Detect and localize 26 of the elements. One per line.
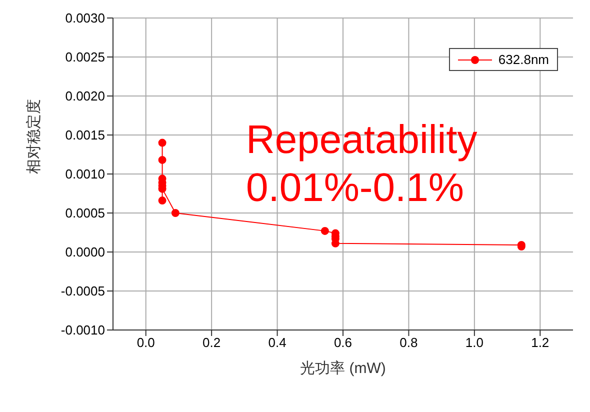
x-tick-label: 0.4 bbox=[268, 335, 286, 350]
y-tick-label: 0.0010 bbox=[65, 166, 105, 182]
y-tick-label: 0.0030 bbox=[65, 10, 105, 26]
y-tick-label: -0.0005 bbox=[60, 284, 105, 299]
x-tick-label: 0.6 bbox=[334, 335, 352, 350]
point bbox=[171, 209, 180, 217]
y-tick-label: 0.0025 bbox=[65, 50, 105, 65]
y-tick-label: -0.0010 bbox=[60, 322, 105, 338]
point bbox=[158, 196, 166, 205]
x-tick-label: 1.2 bbox=[531, 335, 550, 350]
y-axis-title: 相对稳定度 bbox=[25, 99, 42, 174]
x-tick-label: 0.2 bbox=[202, 335, 221, 350]
point bbox=[158, 156, 166, 164]
y-tick-label: 0.0005 bbox=[65, 206, 105, 221]
annotation: Repeatability bbox=[246, 117, 478, 164]
point bbox=[158, 138, 166, 147]
x-tick-label: 0.0 bbox=[136, 335, 155, 350]
x-tick-label: 1.0 bbox=[465, 335, 484, 350]
x-axis-title: 光功率 (mW) bbox=[300, 360, 386, 377]
point bbox=[320, 226, 329, 235]
y-tick-label: 0.0020 bbox=[65, 88, 105, 104]
annotation: 0.01%-0.1% bbox=[246, 165, 465, 212]
x-tick-label: 0.8 bbox=[400, 335, 418, 350]
y-tick-label: 0.0000 bbox=[65, 244, 105, 260]
y-tick-label: 0.0015 bbox=[65, 128, 105, 143]
legend-label: 632.8nm bbox=[497, 52, 549, 67]
